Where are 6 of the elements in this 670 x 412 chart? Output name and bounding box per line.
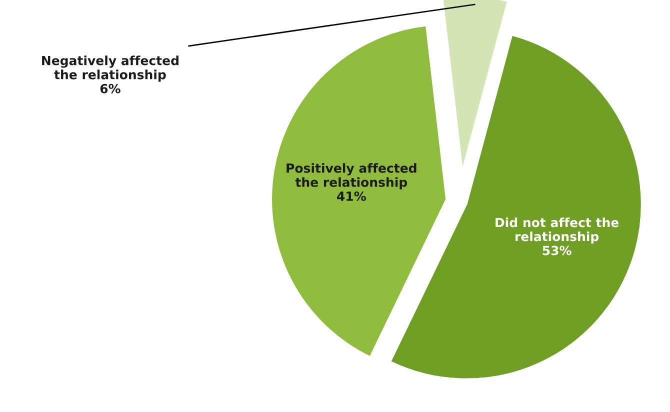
slice-label: Did not affect the relationship xyxy=(496,218,619,244)
slice-label: Positively affected the relationship xyxy=(286,163,416,190)
data-label: 6% xyxy=(100,84,120,94)
slice-label: Negatively affected the relationship xyxy=(42,56,178,82)
data-label: 41% xyxy=(337,191,366,201)
data-label: 53% xyxy=(542,246,572,256)
